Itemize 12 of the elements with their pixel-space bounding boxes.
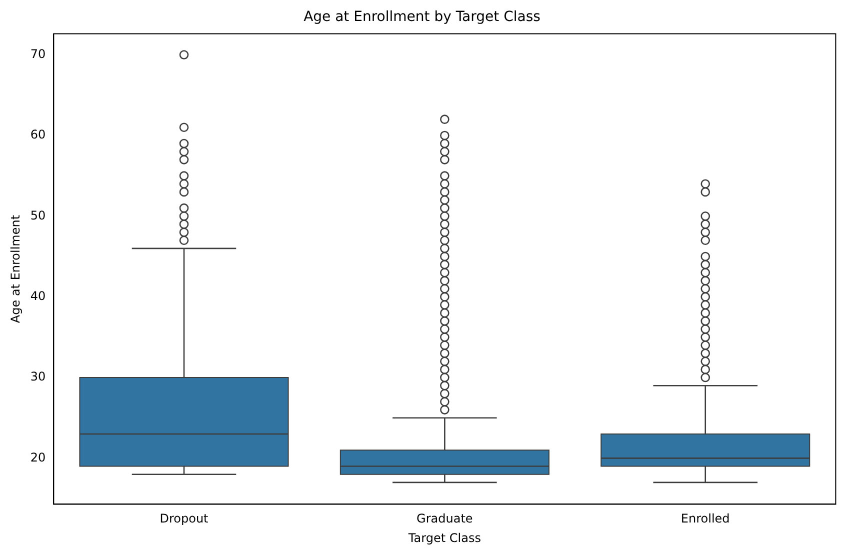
y-tick-label: 60 [30, 128, 46, 142]
y-tick-label: 40 [30, 288, 46, 303]
y-axis-title: Age at Enrollment [8, 214, 22, 324]
y-tick-label: 70 [30, 46, 46, 61]
chart-title: Age at Enrollment by Target Class [304, 9, 540, 26]
y-tick-label: 20 [30, 450, 46, 464]
x-tick-label: Dropout [160, 512, 209, 526]
x-tick-label: Enrolled [680, 512, 730, 526]
x-tick-label: Graduate [416, 512, 473, 526]
x-axis-title: Target Class [407, 530, 481, 545]
y-tick-label: 30 [30, 370, 46, 384]
y-tick-label: 50 [30, 208, 46, 222]
